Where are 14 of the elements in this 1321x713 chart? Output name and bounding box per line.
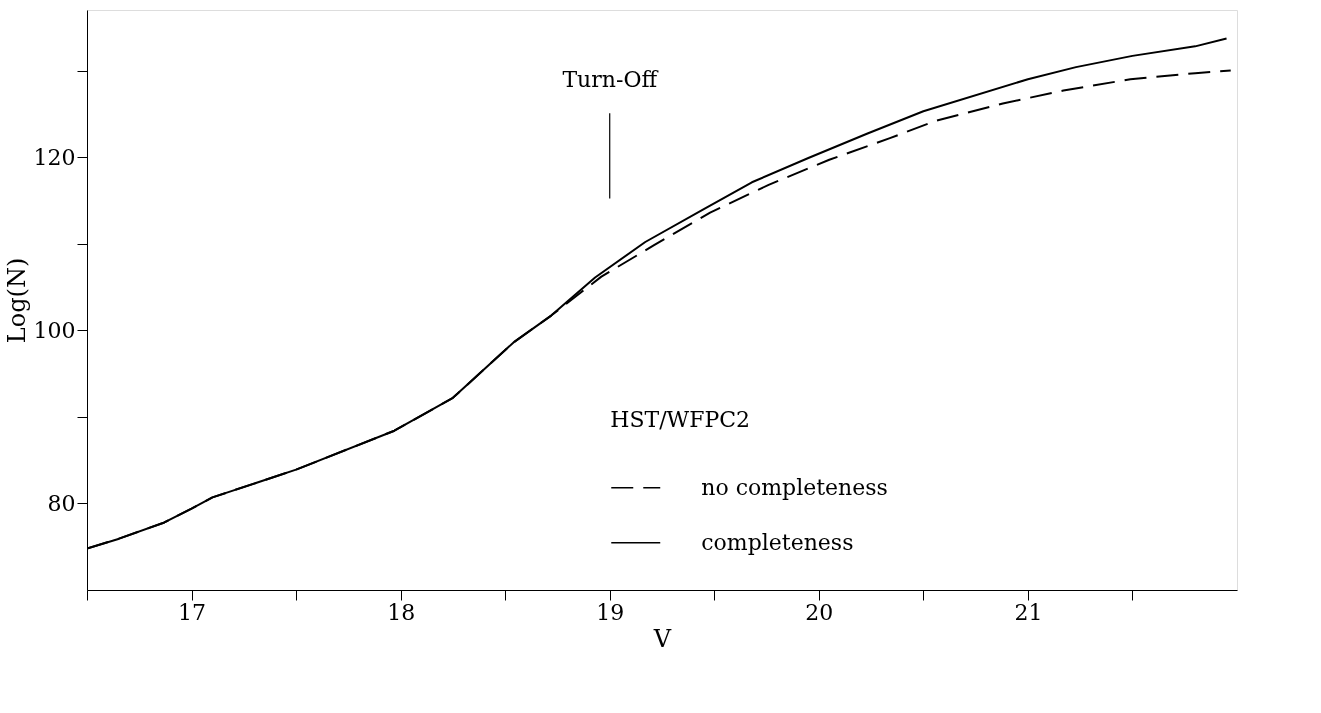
ref-line-label: Turn-Off	[562, 66, 659, 92]
x-tick-label: 20	[805, 599, 834, 625]
x-tick-label: 17	[178, 599, 207, 625]
x-tick-label: 19	[596, 599, 625, 625]
y-axis-title: Log(N)	[2, 257, 31, 344]
y-tick-label: 80	[47, 490, 76, 516]
x-tick-label: 18	[387, 599, 416, 625]
legend-title: HST/WFPC2	[610, 407, 751, 433]
x-axis-title: V	[652, 624, 672, 653]
legend-label: no completeness	[701, 474, 888, 500]
y-tick-label: 120	[33, 144, 76, 170]
legend-label: completeness	[701, 529, 854, 555]
x-tick-label: 21	[1014, 599, 1043, 625]
y-tick-label: 100	[33, 317, 76, 343]
